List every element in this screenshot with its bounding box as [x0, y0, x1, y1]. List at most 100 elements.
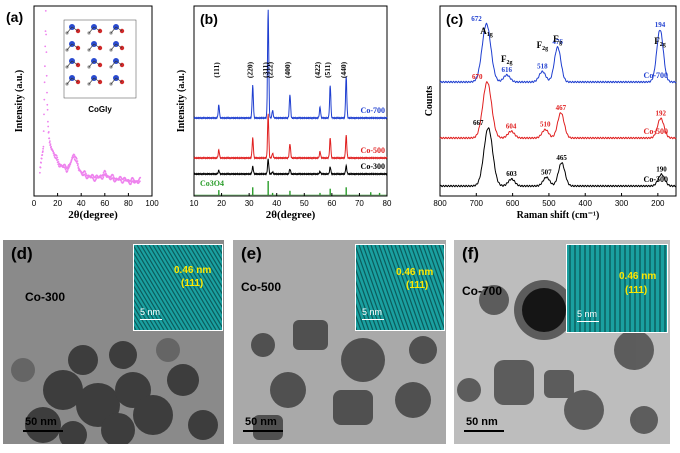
data-point: [45, 51, 48, 53]
data-point: [85, 172, 87, 175]
x-tick-label: 300: [615, 199, 629, 208]
x-axis-label: Raman shift (cm⁻¹): [517, 210, 600, 221]
raman-mode-label: F2g: [654, 36, 666, 48]
y-axis-label: Intensity (a.u.): [14, 70, 25, 133]
lattice-fringe: [134, 245, 185, 330]
lattice-fringe: [418, 245, 444, 319]
data-point: [49, 143, 52, 146]
lattice-fringe: [172, 245, 222, 328]
lattice-fringe: [134, 252, 181, 330]
lattice-fringe: [386, 245, 418, 330]
lattice-fringe: [134, 272, 169, 330]
data-point: [64, 168, 67, 171]
raman-mode-subscript: 2g: [660, 42, 666, 48]
lattice-fringe: [422, 245, 444, 307]
data-point: [55, 154, 58, 157]
lattice-fringe: [140, 245, 193, 330]
bond: [115, 43, 123, 49]
data-point: [57, 158, 59, 161]
inset-scale-label: 5 nm: [577, 309, 598, 319]
data-point: [139, 180, 141, 183]
lattice-fringe: [134, 298, 153, 330]
bond: [88, 60, 95, 68]
crystal-structure-inset: CoGly: [63, 19, 137, 114]
peak-value-label: 518: [537, 63, 548, 71]
data-point: [84, 174, 86, 176]
xrd-pattern-co-700: [193, 9, 388, 120]
data-point: [43, 98, 46, 101]
bond: [66, 43, 73, 51]
raman-mode-label: Eg: [553, 34, 562, 46]
x-tick-label: 20: [53, 199, 62, 208]
panel-label: (c): [446, 11, 463, 27]
bond: [110, 77, 117, 85]
lattice-fringe: [148, 245, 201, 330]
data-point: [42, 147, 44, 150]
raman-spectrum-co-300: [439, 127, 677, 188]
bond: [93, 60, 101, 66]
tem-panel-e: (e) Co-500 0.46 nm (111) 5 nm 50 nm: [233, 240, 446, 444]
peak-value-label: 672: [471, 15, 482, 23]
tem-image-d: [3, 240, 224, 444]
tem-panel-label: (f): [462, 244, 479, 263]
bond: [71, 26, 79, 32]
peak-value-label: 194: [655, 21, 666, 29]
xrd-pattern-co-300: [193, 158, 388, 176]
data-point: [64, 164, 67, 167]
data-point: [48, 137, 51, 140]
x-tick-label: 70: [355, 199, 364, 208]
series-label: Co-500: [361, 146, 385, 155]
data-point: [102, 171, 105, 174]
panel-label: (b): [200, 11, 218, 27]
raman-mode-label: A1g: [480, 26, 493, 38]
inset-scale-bar: [362, 319, 384, 320]
lattice-fringe: [180, 245, 222, 315]
lattice-fringe: [402, 245, 434, 330]
raman-mode-subscript: 1g: [487, 32, 493, 38]
bond: [66, 77, 73, 85]
inset-label: CoGly: [88, 105, 112, 114]
bond: [71, 77, 79, 83]
tem-panel-d: (d) Co-300 0.46 nm (111) 5 nm 50 nm: [3, 240, 224, 444]
data-point: [68, 165, 71, 167]
raman-mode-label: F2g: [537, 40, 549, 52]
data-point: [47, 120, 49, 123]
x-tick-label: 60: [100, 199, 109, 208]
data-point: [44, 10, 47, 12]
panel-label: (a): [6, 9, 23, 25]
peak-value-label: 192: [656, 109, 667, 117]
x-tick-label: 10: [190, 199, 199, 208]
data-point: [76, 160, 79, 163]
d-spacing-label: 0.46 nm: [174, 265, 212, 276]
xrd-pattern-co-500: [193, 113, 388, 160]
peak-value-label: 476: [552, 38, 563, 46]
sample-label: Co-300: [25, 290, 66, 304]
lattice-fringes: [356, 245, 444, 330]
data-point: [43, 81, 46, 84]
bond: [93, 43, 101, 49]
lattice-fringe: [200, 245, 222, 282]
peak-value-label: 603: [506, 170, 517, 178]
lattice-fringe: [410, 245, 442, 330]
lattice-fringe: [434, 245, 444, 273]
lattice-fringe: [438, 245, 444, 262]
lattice-fringe: [356, 303, 366, 330]
lattice-fringe: [374, 245, 406, 330]
hrtem-inset: 0.46 nm (111) 5 nm: [133, 244, 223, 331]
lattice-fringe: [370, 245, 402, 330]
lattice-fringe: [160, 245, 213, 330]
raman-spectrum-co-700: [439, 22, 677, 84]
raman-mode-subscript: g: [559, 40, 562, 46]
inset-scale-label: 5 nm: [362, 307, 383, 317]
plane-label: (111): [406, 280, 429, 291]
peak-value-label: 507: [541, 168, 552, 176]
d-spacing-label: 0.46 nm: [619, 271, 657, 282]
peak-value-label: 670: [472, 73, 483, 81]
data-point: [47, 131, 50, 133]
data-point: [77, 166, 80, 168]
lattice-fringe: [134, 285, 161, 330]
lattice-fringe: [356, 268, 378, 330]
lattice-fringe: [382, 245, 414, 330]
scale-label: 50 nm: [245, 416, 277, 428]
data-point: [84, 175, 87, 178]
